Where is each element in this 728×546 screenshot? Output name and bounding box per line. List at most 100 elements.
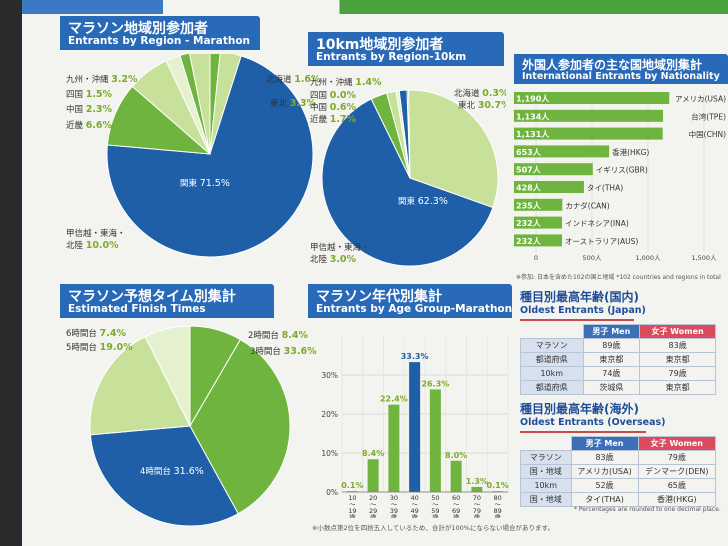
x-tick-label: 500人 — [583, 254, 602, 262]
bar — [450, 460, 462, 492]
x-tick-label: 80 〜 89 歳 — [493, 494, 501, 518]
panel-header: マラソン地域別参加者 Entrants by Region - Marathon — [60, 16, 260, 50]
y-tick-label: 10% — [321, 449, 338, 458]
row-label: 都道府県 — [520, 352, 584, 367]
pie-label-1: 3時間台 33.6% — [250, 346, 317, 357]
x-tick-label: 30 〜 39 歳 — [390, 494, 398, 518]
top-color-strip — [22, 0, 728, 14]
pie-label-0: 関東 71.5% — [180, 178, 230, 189]
men-header: 男子 Men — [582, 324, 641, 339]
nationality-note: ※参加: 日本を含めた102の国と地域 *102 countries and r… — [516, 274, 721, 281]
pie-label-0: 関東 62.3% — [398, 196, 448, 207]
table-row: 都道府県 東京都 東京都 — [520, 352, 716, 367]
women-value: デンマーク(DEN) — [637, 464, 717, 479]
oldest-japan-title: 種目別最高年齢(国内) — [520, 290, 639, 304]
chart-subtitle: Entrants by Age Group-Marathon — [316, 303, 513, 315]
bar-value-label: 232人 — [516, 236, 542, 246]
pie-label-5: 九州・沖縄 1.4% — [310, 77, 382, 88]
pie-label-7: 東北 3.3% — [270, 98, 317, 109]
women-value: 65歳 — [637, 478, 717, 493]
pie-slice-5 — [398, 89, 411, 179]
finish-times-pie: 2時間台 8.4% 3時間台 33.6% 4時間台 31.6% 5時間台 19.0% 6… — [66, 325, 317, 527]
row-label: マラソン — [520, 338, 584, 353]
chart-subtitle: International Entrants by Nationality — [522, 71, 720, 82]
women-value: 東京都 — [639, 352, 716, 367]
x-tick-label: 20 〜 29 歳 — [369, 494, 377, 518]
pie-label-0: 2時間台 8.4% — [248, 330, 308, 341]
panel-age-group: マラソン年代別集計 Entrants by Age Group-Marathon… — [308, 284, 512, 518]
bar-category-label: オーストラリア(AUS) — [565, 237, 638, 246]
panel-header: マラソン年代別集計 Entrants by Age Group-Marathon — [308, 284, 512, 318]
bar-category-label: インドネシア(INA) — [565, 219, 629, 228]
bar-value-label: 26.3% — [421, 379, 449, 388]
bar — [388, 404, 400, 492]
women-value: 79歳 — [637, 450, 717, 465]
bar — [514, 234, 562, 247]
pie-label-6: 北海道 1.6% — [266, 74, 321, 85]
pie-label-6: 北海道 0.3% — [454, 88, 506, 99]
pie-slice-4 — [144, 325, 191, 427]
chart-title: マラソン地域別参加者 — [68, 21, 208, 37]
panel-oldest-overseas: 種目別最高年齢(海外) Oldest Entrants (Overseas) 男… — [518, 400, 724, 510]
bar — [514, 145, 610, 158]
table-header-row: 男子 Men 女子 Women — [521, 436, 717, 451]
women-header: 女子 Women — [637, 436, 717, 451]
panel-header: 10km地域別参加者 Entrants by Region-10km — [308, 32, 504, 66]
marathon-region-pie: 関東 71.5% 甲信越・東海・北陸 10.0% 近畿 6.6% 中国 2.3% 四国 … — [66, 54, 321, 258]
men-value: 74歳 — [582, 366, 641, 381]
pie-label-4: 6時間台 7.4% — [66, 328, 126, 339]
bar-value-label: 1,134人 — [516, 111, 550, 121]
men-value: アメリカ(USA) — [570, 464, 639, 479]
pie-slice-3 — [89, 335, 191, 436]
bar-value-label: 507人 — [516, 165, 542, 175]
women-value: 79歳 — [639, 366, 716, 381]
x-tick-label: 0 — [534, 254, 538, 262]
x-tick-label: 70 〜 79 歳 — [473, 494, 481, 518]
oldest-japan-subtitle: Oldest Entrants (Japan) — [520, 305, 646, 316]
pie-label-3: 5時間台 19.0% — [66, 342, 133, 353]
table-row: マラソン 83歳 79歳 — [520, 450, 717, 465]
chart-title: マラソン年代別集計 — [316, 289, 442, 305]
women-value: 香港(HKG) — [637, 492, 717, 507]
panel-header: 外国人参加者の主な国地域別集計 International Entrants b… — [514, 54, 728, 84]
bar-category-label: 中国(CHN) — [689, 129, 726, 139]
men-value: 茨城県 — [582, 380, 641, 395]
pie-slice-0 — [321, 98, 494, 267]
x-tick-label: 40 〜 49 歳 — [410, 494, 418, 518]
row-label: 10km — [520, 478, 572, 493]
chart-subtitle: Entrants by Region - Marathon — [68, 35, 251, 47]
x-tick-label: 60 〜 69 歳 — [452, 494, 460, 518]
pie-slice-0 — [106, 55, 314, 258]
panel-nationality: 外国人参加者の主な国地域別集計 International Entrants b… — [514, 54, 728, 284]
y-tick-label: 0% — [326, 488, 338, 497]
table-row: 都道府県 茨城県 東京都 — [520, 380, 716, 395]
bar-value-label: 8.0% — [445, 451, 467, 460]
bar-value-label: 653人 — [516, 147, 542, 157]
bar-value-label: 235人 — [516, 200, 542, 210]
women-value: 83歳 — [639, 338, 716, 353]
oldest-overseas-underline — [520, 431, 646, 433]
pie-label-3: 中国 0.6% — [310, 102, 357, 113]
pie-label-2: 4時間台 31.6% — [140, 466, 204, 477]
row-label: 10km — [520, 366, 584, 381]
men-value: 52歳 — [570, 478, 639, 493]
y-tick-label: 20% — [321, 410, 338, 419]
pie-slice-7 — [408, 89, 499, 209]
pie-label-1: 甲信越・東海・北陸 3.0% — [310, 242, 370, 265]
bar-value-label: 1,190人 — [516, 94, 550, 104]
bar-category-label: アメリカ(USA) — [675, 95, 726, 104]
table-row: 国・地域 アメリカ(USA) デンマーク(DEN) — [520, 464, 717, 479]
chart-subtitle: Entrants by Region-10km — [316, 51, 467, 63]
x-tick-label: 10 〜 19 歳 — [348, 494, 356, 518]
pie-label-4: 四国 0.0% — [310, 90, 357, 101]
bar — [429, 389, 441, 492]
table-row: 国・地域 タイ(THA) 香港(HKG) — [520, 492, 717, 507]
panel-marathon-region: マラソン地域別参加者 Entrants by Region - Marathon… — [60, 16, 322, 286]
oldest-japan-table: 男子 Men 女子 Women マラソン 89歳 83歳 都道府県 東京都 東京… — [520, 324, 716, 395]
bar-value-label: 1.3% — [466, 477, 488, 486]
pie-label-7: 東北 30.7% — [458, 100, 506, 111]
oldest-overseas-table: 男子 Men 女子 Women マラソン 83歳 79歳 国・地域 アメリカ(U… — [520, 436, 717, 507]
pie-label-2: 近畿 6.6% — [66, 120, 113, 131]
oldest-overseas-title: 種目別最高年齢(海外) — [520, 402, 639, 416]
bar-value-label: 8.4% — [362, 449, 384, 458]
